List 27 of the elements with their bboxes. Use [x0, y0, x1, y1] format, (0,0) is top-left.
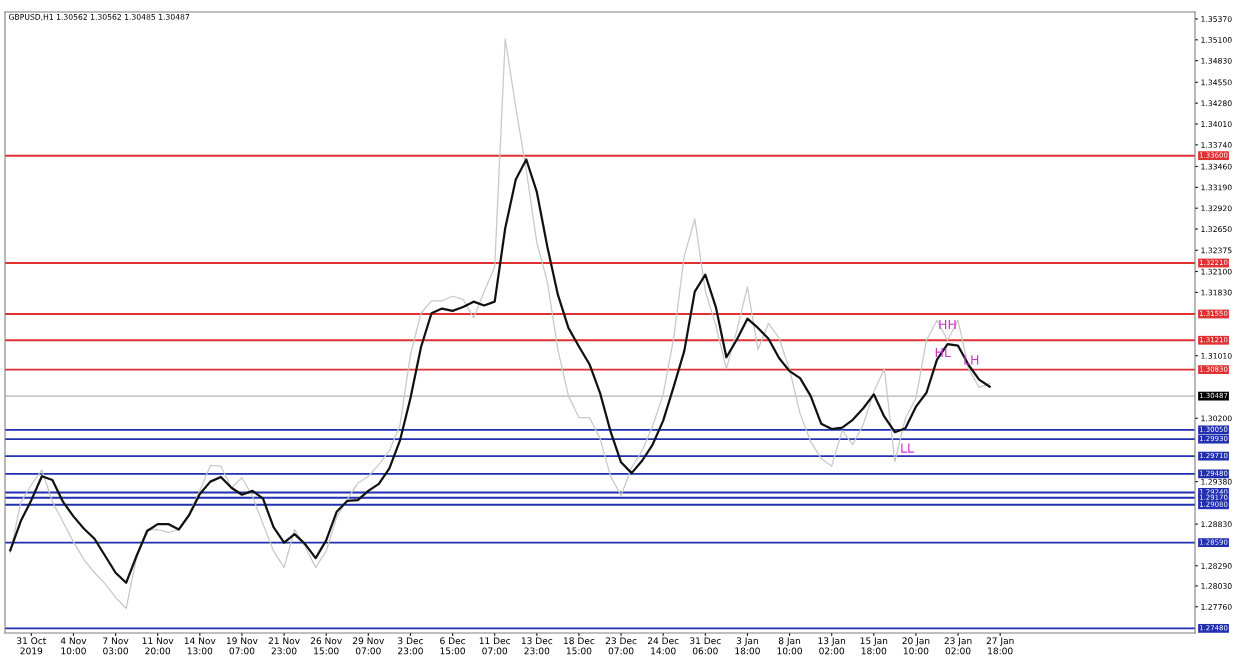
x-tick-label: 13 Dec 23:00	[521, 637, 553, 655]
x-tick-label: 23 Dec 07:00	[605, 637, 637, 655]
x-tick-label: 31 Dec 06:00	[690, 637, 721, 655]
x-tick-label: 11 Dec 07:00	[479, 637, 511, 655]
x-tick-label: 18 Dec 15:00	[564, 637, 595, 655]
x-tick-label: 3 Dec 23:00	[398, 637, 423, 655]
x-tick-label: 20 Jan 10:00	[902, 637, 930, 655]
x-tick-label: 6 Dec 15:00	[440, 637, 466, 655]
x-tick-label: 23 Jan 02:00	[944, 637, 972, 655]
x-tick-label: 15 Jan 18:00	[860, 637, 888, 655]
annotation: HH	[939, 319, 956, 330]
x-tick-label: 11 Nov 20:00	[142, 637, 174, 655]
x-tick-label: 4 Nov 10:00	[60, 637, 87, 655]
x-tick-label: 21 Nov 23:00	[268, 637, 300, 655]
x-tick-label: 29 Nov 07:00	[352, 637, 385, 655]
x-tick-label: 14 Nov 13:00	[184, 637, 216, 655]
x-tick-label: 26 Nov 15:00	[310, 637, 342, 655]
x-tick-label: 3 Jan 18:00	[735, 637, 760, 655]
line-series	[9, 158, 991, 584]
x-tick-label: 27 Jan 18:00	[986, 637, 1014, 655]
x-tick-label: 19 Nov 07:00	[226, 637, 258, 655]
x-tick-label: 13 Jan 02:00	[818, 637, 846, 655]
annotation: LL	[901, 443, 914, 453]
x-tick-label: 8 Jan 10:00	[777, 637, 802, 655]
x-tick-label: 31 Oct 2019	[17, 637, 47, 655]
x-tick-label: 7 Nov 03:00	[103, 637, 129, 655]
x-tick-label: 24 Dec 14:00	[647, 637, 679, 655]
